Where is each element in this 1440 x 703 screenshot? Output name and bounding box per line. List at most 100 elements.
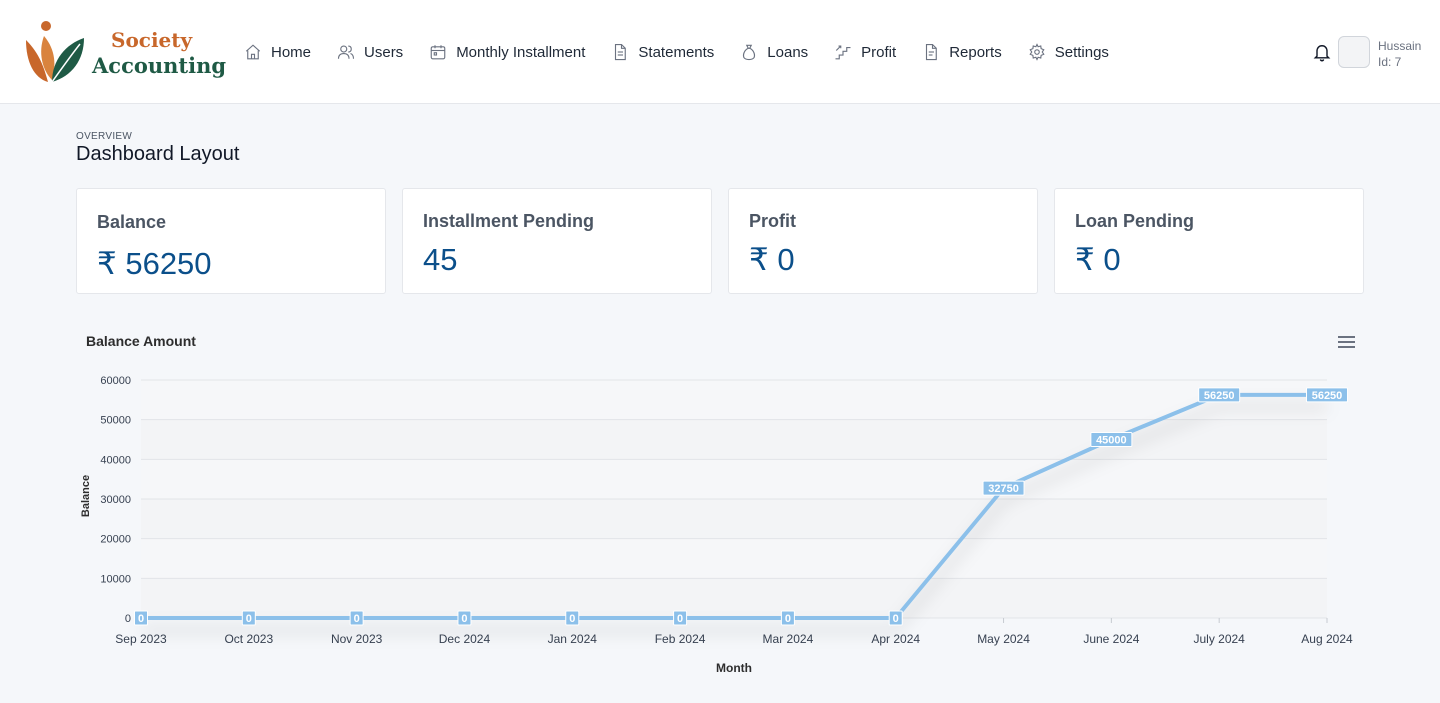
bell-icon — [1313, 45, 1331, 62]
loan-pending-card: Loan Pending ₹ 0 — [1054, 188, 1364, 294]
chart-data-label-box — [888, 610, 903, 626]
chart-data-label: 32750 — [988, 483, 1019, 495]
profit-card-label: Profit — [749, 211, 796, 231]
chart-data-label-box — [780, 610, 795, 626]
chart-xtick-label: Mar 2024 — [763, 632, 814, 646]
chart-xtick-label: May 2024 — [977, 632, 1030, 646]
chart-menu-icon[interactable] — [1338, 334, 1356, 350]
chart-ytick-label: 0 — [125, 613, 131, 625]
chart-xtick-label: June 2024 — [1083, 632, 1139, 646]
chart-data-label: 0 — [138, 613, 144, 625]
installment-pending-card-value: 45 — [423, 242, 458, 277]
nav-reports-label: Reports — [949, 43, 1002, 61]
chart-data-label-box — [1090, 432, 1133, 447]
document-icon — [615, 43, 627, 61]
chart-grid-band — [141, 380, 1327, 420]
chart-data-label-box — [241, 610, 256, 626]
top-navbar: Society Accounting Home Users Monthly In… — [0, 0, 1440, 104]
money-bag-icon — [743, 44, 756, 61]
nav-users[interactable]: Users — [337, 43, 403, 61]
chart-data-label: 0 — [677, 613, 683, 625]
main-nav: Home Users Monthly Installment Statement… — [244, 38, 1135, 66]
calendar-icon — [430, 45, 446, 60]
nav-settings-label: Settings — [1054, 43, 1109, 61]
chart-xtick-label: Nov 2023 — [331, 632, 383, 646]
chart-ylabel: Balance — [80, 475, 92, 517]
chart-ytick-label: 60000 — [100, 375, 131, 387]
chart-xtick-label: Sep 2023 — [115, 632, 167, 646]
chart-grid-band — [141, 578, 1327, 618]
chart-xtick-label: Jan 2024 — [548, 632, 598, 646]
users-icon — [337, 45, 355, 59]
nav-users-label: Users — [364, 43, 404, 61]
page-title: Dashboard Layout — [76, 143, 240, 165]
chart-series-line — [141, 392, 1327, 620]
app-logo[interactable]: Society Accounting — [22, 18, 226, 86]
user-id: Id: 7 — [1378, 55, 1402, 69]
page-eyebrow: OVERVIEW — [76, 131, 133, 142]
chart-data-label-box — [1306, 387, 1348, 403]
nav-profit-label: Profit — [861, 43, 897, 61]
nav-home-label: Home — [271, 43, 312, 61]
chart-grid-band — [141, 499, 1327, 539]
balance-card-label: Balance — [97, 212, 167, 232]
nav-loans-label: Loans — [767, 43, 809, 61]
chart-grid-band — [141, 538, 1327, 579]
nav-profit[interactable]: Profit — [834, 43, 896, 61]
chart-data-label-box — [1198, 387, 1241, 403]
profit-card-value: ₹ 0 — [749, 242, 795, 277]
chart-ytick-label: 20000 — [100, 534, 131, 546]
chart-ytick-label: 40000 — [100, 454, 131, 466]
chart-data-label: 0 — [246, 613, 252, 625]
chart-data-label: 0 — [354, 613, 360, 625]
chart-ytick-label: 50000 — [100, 415, 131, 427]
chart-data-label-box — [565, 610, 580, 626]
chart-xtick-label: Oct 2023 — [224, 632, 273, 646]
chart-xlabel: Month — [716, 661, 752, 675]
logo-text-society: Society — [111, 28, 193, 52]
loan-pending-card-value: ₹ 0 — [1075, 242, 1121, 277]
user-name: Hussain — [1378, 39, 1422, 53]
chart-data-label-box — [673, 610, 688, 626]
chart-ytick-label: 30000 — [100, 494, 131, 506]
nav-statements[interactable]: Statements — [611, 43, 714, 61]
chart-data-label-box — [457, 610, 472, 626]
chart-xtick-label: Apr 2024 — [871, 632, 920, 646]
chart-grid-band — [141, 459, 1327, 499]
chart-data-label-box — [134, 610, 148, 626]
chart-data-label-box — [982, 480, 1025, 496]
chart-data-label: 0 — [785, 613, 791, 625]
nav-loans[interactable]: Loans — [740, 43, 808, 61]
chart-xtick-label: Aug 2024 — [1301, 632, 1353, 646]
report-icon — [926, 43, 937, 61]
balance-card-value: ₹ 56250 — [97, 246, 212, 281]
chart-data-label: 45000 — [1096, 435, 1127, 447]
nav-reports[interactable]: Reports — [922, 43, 1002, 61]
notifications-button[interactable] — [1312, 42, 1332, 62]
gear-icon — [1029, 43, 1045, 61]
avatar[interactable] — [1338, 36, 1370, 68]
nav-monthly-installment-label: Monthly Installment — [456, 43, 586, 61]
chart-data-label-box — [349, 610, 364, 626]
balance-card: Balance ₹ 56250 — [76, 188, 386, 294]
chart-data-label: 0 — [569, 613, 575, 625]
logo-text-accounting: Accounting — [92, 53, 227, 78]
chart-xtick-label: Dec 2024 — [439, 632, 491, 646]
chart-xtick-label: Feb 2024 — [655, 632, 706, 646]
chart-data-label: 0 — [893, 613, 899, 625]
chart-grid-band — [141, 419, 1327, 460]
stairs-icon — [835, 45, 851, 60]
nav-monthly-installment[interactable]: Monthly Installment — [429, 43, 585, 61]
nav-settings[interactable]: Settings — [1028, 43, 1109, 61]
nav-statements-label: Statements — [638, 43, 715, 61]
installment-pending-card: Installment Pending 45 — [402, 188, 712, 294]
profit-card: Profit ₹ 0 — [728, 188, 1038, 294]
chart-data-label: 56250 — [1312, 390, 1343, 402]
loan-pending-card-label: Loan Pending — [1075, 211, 1194, 231]
nav-home[interactable]: Home — [244, 43, 311, 61]
leaf-logo-icon — [26, 21, 84, 83]
chart-title: Balance Amount — [86, 333, 196, 349]
installment-pending-card-label: Installment Pending — [423, 211, 595, 231]
chart-ytick-label: 10000 — [100, 573, 131, 585]
